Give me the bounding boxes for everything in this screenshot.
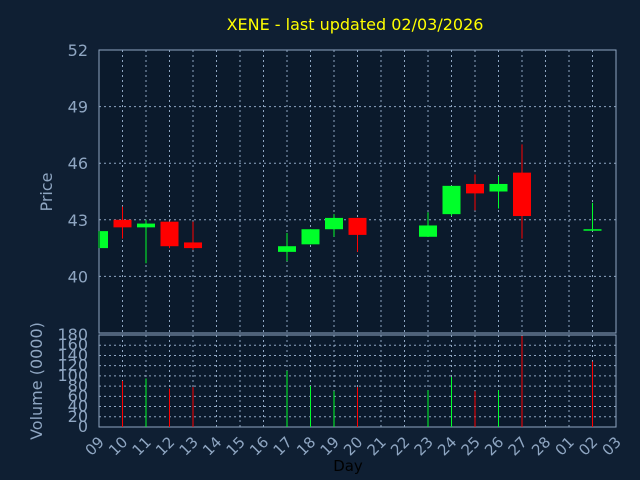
volume-y-tick: 140 <box>57 345 88 364</box>
candle-body <box>419 225 437 237</box>
price-axis-label: Price <box>37 172 56 211</box>
chart-title: XENE - last updated 02/03/2026 <box>227 15 484 34</box>
volume-y-tick: 0 <box>78 417 88 436</box>
price-y-tick-labels: 40 43 46 49 52 <box>68 41 88 286</box>
candle-body <box>301 229 320 245</box>
x-tick-labels: 0910111213141516171819202122232425262728… <box>82 433 625 459</box>
x-axis-label: Day <box>333 457 363 475</box>
candle-body <box>137 223 155 228</box>
candle-body <box>466 183 484 194</box>
candle-body <box>184 242 202 249</box>
candle-body <box>348 217 367 235</box>
candle-body <box>160 221 179 247</box>
candle-body <box>489 183 508 192</box>
candle-body <box>113 219 132 228</box>
candle-body <box>100 231 108 249</box>
volume-bars <box>122 336 593 427</box>
price-y-tick: 43 <box>68 211 88 230</box>
volume-y-tick: 160 <box>57 335 88 354</box>
volume-y-tick: 120 <box>57 356 88 375</box>
price-y-tick: 49 <box>68 98 88 117</box>
candlesticks <box>98 144 602 264</box>
volume-y-tick: 100 <box>57 366 88 385</box>
volume-y-tick: 40 <box>68 397 88 416</box>
candle-body <box>442 185 461 215</box>
volume-y-tick: 180 <box>57 325 88 344</box>
price-y-tick: 52 <box>68 41 88 60</box>
volume-axis-label: Volume (0000) <box>27 322 46 440</box>
candle-body <box>325 217 343 230</box>
price-y-tick: 40 <box>68 267 88 286</box>
price-y-tick: 46 <box>68 154 88 173</box>
candle-body <box>583 229 602 231</box>
volume-y-tick: 80 <box>68 376 88 395</box>
candle-body <box>278 246 296 252</box>
price-panel: 40 43 46 49 52 Price <box>37 41 617 334</box>
volume-y-tick: 60 <box>68 386 88 405</box>
volume-y-tick: 20 <box>68 407 88 426</box>
candle-body <box>513 172 531 217</box>
